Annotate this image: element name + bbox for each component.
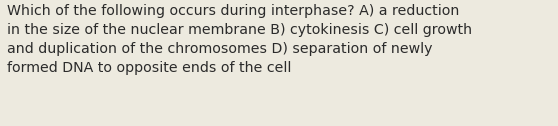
Text: Which of the following occurs during interphase? A) a reduction
in the size of t: Which of the following occurs during int… [7,4,472,75]
